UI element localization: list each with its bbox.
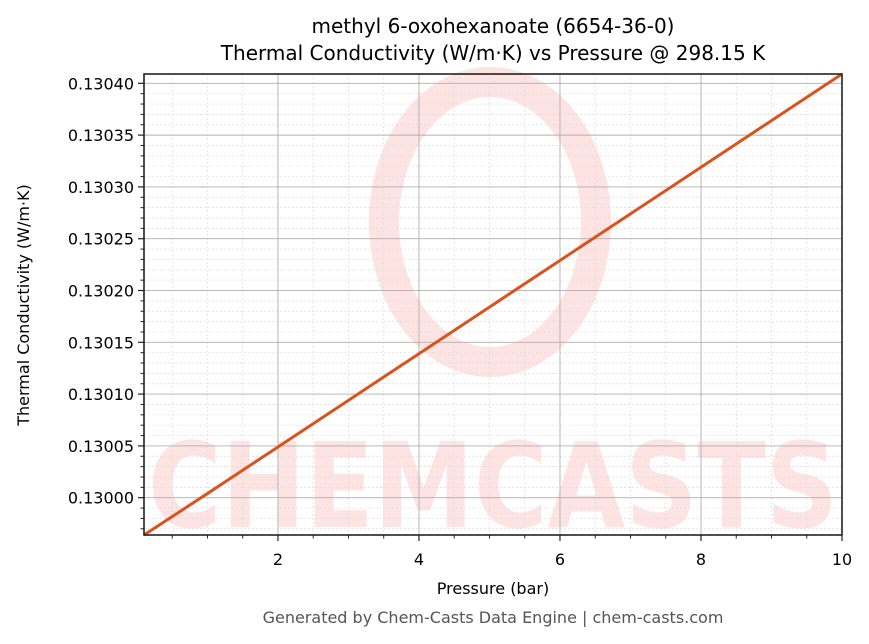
y-tick-label: 0.13030 [68, 178, 134, 197]
svg-text:CHEMCASTS: CHEMCASTS [148, 417, 838, 555]
y-tick-label: 0.13010 [68, 385, 134, 404]
y-tick-label: 0.13035 [68, 126, 134, 145]
x-tick-label: 4 [414, 550, 424, 569]
y-tick-label: 0.13000 [68, 489, 134, 508]
x-tick-label: 6 [555, 550, 565, 569]
x-tick-label: 10 [832, 550, 852, 569]
chemcasts-watermark: CHEMCASTS [148, 67, 838, 555]
x-axis-label: Pressure (bar) [437, 579, 549, 598]
y-tick-label: 0.13025 [68, 230, 134, 249]
data-series [143, 72, 843, 537]
plot-frame [143, 73, 843, 536]
chart-subtitle: Thermal Conductivity (W/m·K) vs Pressure… [220, 41, 766, 65]
y-axis-label: Thermal Conductivity (W/m·K) [14, 184, 33, 427]
y-tick-label: 0.13005 [68, 437, 134, 456]
footer-credit: Generated by Chem-Casts Data Engine | ch… [262, 608, 724, 627]
data-line [143, 72, 843, 537]
major-gridlines [144, 74, 843, 535]
x-tick-label: 8 [696, 550, 706, 569]
y-tick-label: 0.13040 [68, 74, 134, 93]
y-axis-ticks: 0.13000 0.13005 0.13010 0.13015 0.13020 0.130… [68, 74, 144, 530]
y-tick-label: 0.13020 [68, 282, 134, 301]
x-axis-ticks: 2 4 6 8 10 [171, 535, 852, 569]
chart-title: methyl 6-oxohexanoate (6654-36-0) [311, 14, 675, 38]
y-tick-label: 0.13015 [68, 333, 134, 352]
x-tick-label: 2 [273, 550, 283, 569]
